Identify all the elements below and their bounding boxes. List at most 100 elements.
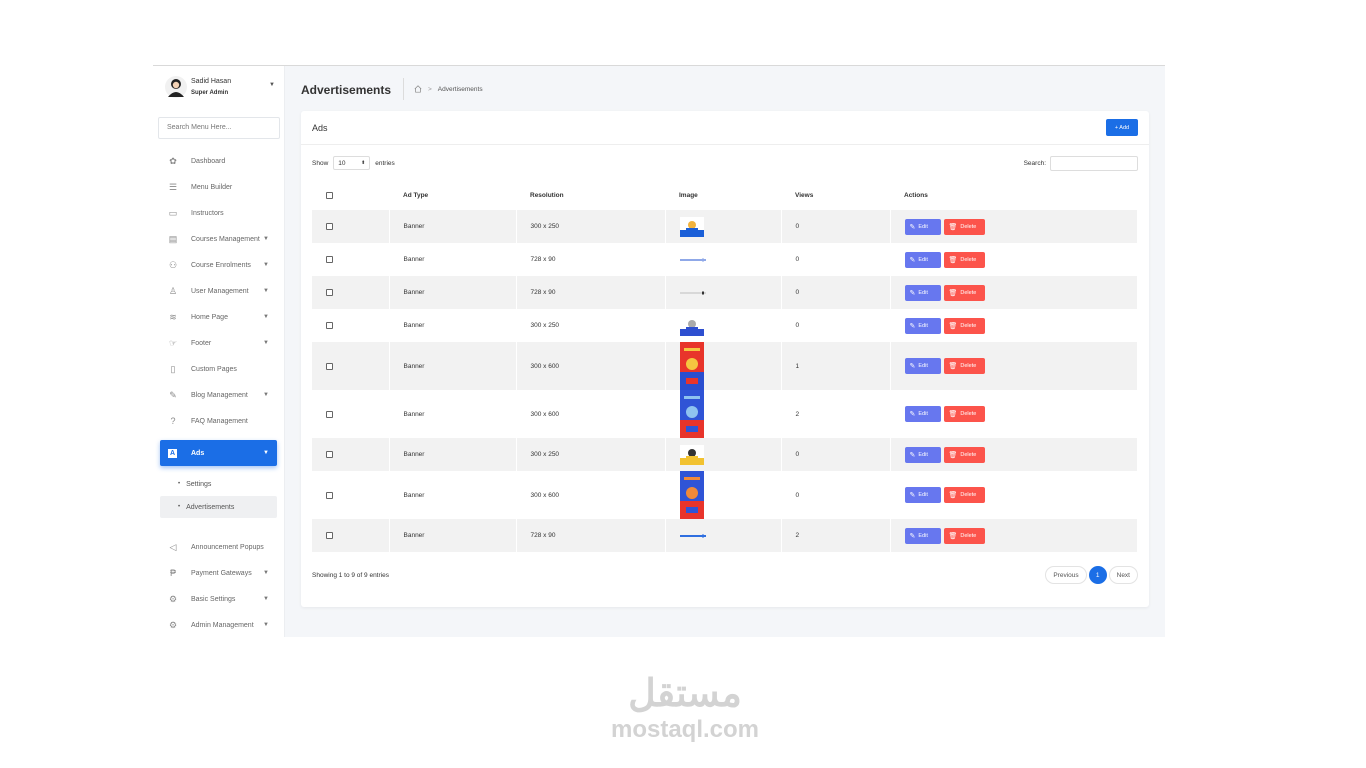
delete-button[interactable]: 🗑 Delete — [943, 317, 985, 334]
row-checkbox[interactable] — [326, 451, 333, 458]
delete-button[interactable]: 🗑 Delete — [943, 527, 985, 544]
home-icon[interactable] — [414, 85, 422, 93]
cell-views: 0 — [781, 243, 891, 276]
sidebar-item-menu-builder[interactable]: ☰ Menu Builder — [160, 174, 277, 200]
col-resolution[interactable]: Resolution — [530, 191, 564, 199]
search-input[interactable] — [1050, 156, 1138, 171]
caret-down-icon: ▼ — [263, 596, 269, 602]
row-checkbox[interactable] — [326, 223, 333, 230]
entries-value: 10 — [338, 159, 346, 167]
delete-button[interactable]: 🗑 Delete — [943, 358, 985, 374]
edit-label: Edit — [918, 363, 928, 369]
ad-thumbnail — [679, 471, 704, 519]
sidebar-item-label: Payment Gateways — [191, 569, 252, 577]
cell-image — [665, 243, 782, 276]
edit-button[interactable]: ✎ Edit — [904, 487, 941, 503]
sidebar-subitem-advertisements[interactable]: • Advertisements — [160, 496, 277, 518]
breadcrumb-current: Advertisements — [437, 85, 483, 93]
previous-button[interactable]: Previous — [1045, 566, 1087, 584]
trash-icon: 🗑 — [948, 256, 958, 264]
edit-button[interactable]: ✎ Edit — [904, 218, 941, 235]
edit-button[interactable]: ✎ Edit — [904, 251, 941, 268]
question-icon: ? — [170, 416, 176, 426]
table-header-row: Ad Type Resolution Image Views Actions — [312, 180, 1138, 210]
search-menu-input[interactable]: Search Menu Here... — [158, 117, 280, 139]
cell-image — [665, 471, 782, 519]
col-ad-type[interactable]: Ad Type — [403, 191, 429, 199]
page-1-button[interactable]: 1 — [1088, 566, 1107, 584]
breadcrumb: > Advertisements — [403, 78, 483, 100]
row-select-cell — [312, 342, 390, 390]
edit-button[interactable]: ✎ Edit — [904, 284, 941, 301]
row-checkbox[interactable] — [326, 410, 333, 418]
row-select-cell — [312, 210, 390, 243]
edit-button[interactable]: ✎ Edit — [904, 358, 941, 374]
cell-actions: ✎ Edit 🗑 Delete — [890, 519, 1138, 552]
gear-icon: ⚙ — [168, 593, 178, 604]
user-menu[interactable]: Sadid Hasan Super Admin ▼ — [165, 76, 275, 104]
delete-button[interactable]: 🗑 Delete — [943, 446, 985, 463]
sidebar-item-course-enrolments[interactable]: ⚇ Course Enrolments ▼ — [160, 252, 277, 278]
row-checkbox[interactable] — [326, 532, 333, 539]
delete-button[interactable]: 🗑 Delete — [943, 218, 985, 235]
table-row: Banner 728 x 90 0 ✎ Edit 🗑 Delete — [312, 276, 1138, 309]
app-frame: Sadid Hasan Super Admin ▼ Search Menu He… — [153, 65, 1165, 637]
edit-button[interactable]: ✎ Edit — [904, 446, 941, 463]
edit-label: Edit — [918, 289, 928, 296]
next-button[interactable]: Next — [1108, 566, 1138, 584]
cell-resolution: 300 x 250 — [516, 438, 666, 471]
col-image[interactable]: Image — [679, 191, 698, 199]
sidebar-item-faq-management[interactable]: ? FAQ Management — [160, 408, 277, 434]
sidebar-item-instructors[interactable]: ▭ Instructors — [160, 200, 277, 226]
sidebar-item-home-page[interactable]: ≋ Home Page ▼ — [160, 304, 277, 330]
sidebar-subitem-settings[interactable]: • Settings — [160, 473, 277, 495]
col-views[interactable]: Views — [795, 191, 814, 199]
cell-image — [665, 519, 782, 552]
select-all-checkbox[interactable] — [326, 191, 333, 199]
delete-button[interactable]: 🗑 Delete — [943, 406, 985, 422]
row-checkbox[interactable] — [326, 256, 333, 263]
sidebar-item-basic-settings[interactable]: ⚙ Basic Settings ▼ — [160, 586, 277, 612]
cell-ad-type: Banner — [389, 243, 517, 276]
cell-actions: ✎ Edit 🗑 Delete — [890, 390, 1138, 438]
watermark-latin: mostaql.com — [610, 716, 760, 743]
ad-thumbnail — [679, 342, 704, 390]
delete-button[interactable]: 🗑 Delete — [943, 284, 985, 301]
delete-label: Delete — [960, 363, 977, 369]
user-name: Sadid Hasan — [191, 78, 232, 85]
entries-length: Show 10 ⬍ entries — [312, 156, 395, 170]
edit-button[interactable]: ✎ Edit — [904, 406, 941, 422]
edit-button[interactable]: ✎ Edit — [904, 527, 941, 544]
sidebar-item-blog-management[interactable]: ✎ Blog Management ▼ — [160, 382, 277, 408]
row-checkbox[interactable] — [326, 362, 333, 370]
sidebar-item-footer[interactable]: ☞ Footer ▼ — [160, 330, 277, 356]
search-label: Search: — [1023, 160, 1046, 167]
add-button[interactable]: + Add — [1106, 119, 1138, 136]
row-checkbox[interactable] — [326, 289, 333, 296]
cell-actions: ✎ Edit 🗑 Delete — [890, 438, 1138, 471]
sidebar-item-courses-management[interactable]: ▤ Courses Management ▼ — [160, 226, 277, 252]
sidebar-item-ads[interactable]: A Ads ▼ — [160, 440, 277, 466]
edit-button[interactable]: ✎ Edit — [904, 317, 941, 334]
row-checkbox[interactable] — [326, 322, 333, 329]
sidebar-item-custom-pages[interactable]: ▯ Custom Pages — [160, 356, 277, 382]
delete-button[interactable]: 🗑 Delete — [943, 487, 985, 503]
sidebar-item-announcement-popups[interactable]: ◁ Announcement Popups — [160, 534, 277, 560]
entries-select[interactable]: 10 ⬍ — [333, 156, 371, 170]
sidebar-item-label: Menu Builder — [191, 183, 233, 191]
sidebar-item-payment-gateways[interactable]: ₱ Payment Gateways ▼ — [160, 560, 277, 586]
cell-ad-type: Banner — [389, 519, 517, 552]
sidebar-item-user-management[interactable]: ♙ User Management ▼ — [160, 278, 277, 304]
edit-label: Edit — [918, 322, 928, 329]
blog-icon: ✎ — [169, 389, 177, 400]
sidebar-item-admin-management[interactable]: ⚙ Admin Management ▼ — [160, 612, 277, 637]
edit-icon: ✎ — [909, 532, 916, 540]
chevron-down-icon[interactable]: ▼ — [269, 82, 275, 88]
trash-icon: 🗑 — [948, 223, 958, 231]
row-checkbox[interactable] — [326, 491, 333, 499]
sidebar-item-dashboard[interactable]: ✿ Dashboard — [160, 148, 277, 174]
cell-views: 0 — [781, 471, 891, 519]
caret-down-icon: ▼ — [263, 392, 269, 398]
caret-down-icon: ▼ — [263, 236, 269, 242]
delete-button[interactable]: 🗑 Delete — [943, 251, 985, 268]
